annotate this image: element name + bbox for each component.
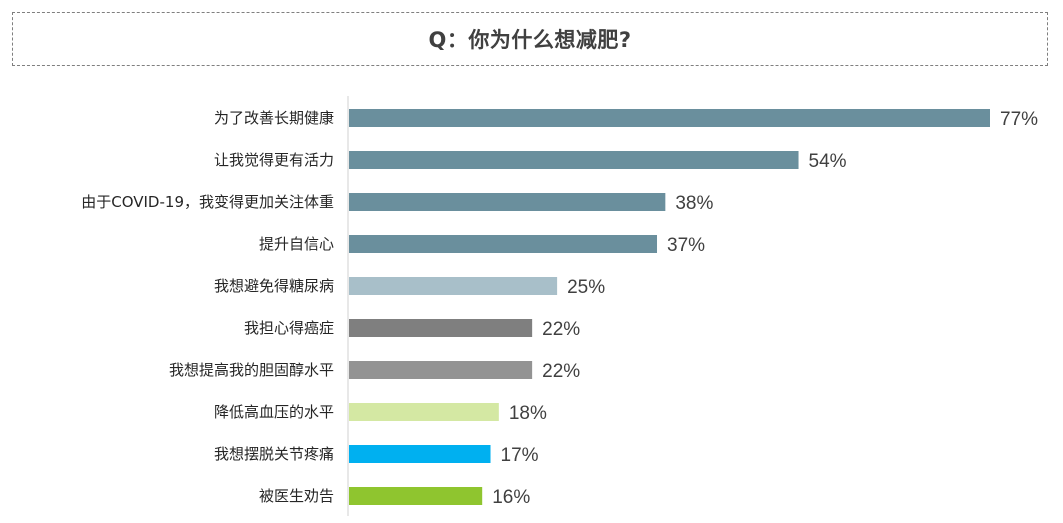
bar bbox=[349, 445, 491, 463]
category-label: 降低高血压的水平 bbox=[214, 403, 334, 421]
value-label: 18% bbox=[509, 403, 547, 424]
bar bbox=[349, 235, 658, 253]
category-label: 提升自信心 bbox=[259, 235, 334, 253]
bar bbox=[349, 151, 799, 169]
value-label: 77% bbox=[1000, 109, 1038, 130]
bar bbox=[349, 193, 666, 211]
category-label: 为了改善长期健康 bbox=[214, 109, 334, 127]
category-label: 我担心得癌症 bbox=[244, 319, 334, 337]
category-label: 让我觉得更有活力 bbox=[214, 151, 334, 169]
value-label: 25% bbox=[567, 277, 605, 298]
bar bbox=[349, 277, 558, 295]
bar bbox=[349, 361, 533, 379]
value-label: 54% bbox=[809, 151, 847, 172]
bar bbox=[349, 319, 533, 337]
chart-title-box: Q：你为什么想减肥? bbox=[12, 12, 1048, 66]
bar bbox=[349, 403, 499, 421]
category-label: 我想摆脱关节疼痛 bbox=[214, 445, 334, 463]
value-label: 22% bbox=[542, 361, 580, 382]
bar bbox=[349, 487, 483, 505]
value-label: 16% bbox=[492, 487, 530, 508]
chart-title: Q：你为什么想减肥? bbox=[428, 28, 632, 52]
value-label: 22% bbox=[542, 319, 580, 340]
category-label: 由于COVID-19，我变得更加关注体重 bbox=[81, 193, 334, 211]
value-label: 17% bbox=[501, 445, 539, 466]
bar bbox=[349, 109, 990, 127]
value-label: 38% bbox=[675, 193, 713, 214]
category-label: 被医生劝告 bbox=[259, 487, 334, 505]
category-label: 我想避免得糖尿病 bbox=[214, 277, 334, 295]
value-label: 37% bbox=[667, 235, 705, 256]
bars-layer: 为了改善长期健康 77% 让我觉得更有活力 54% 由于COVID-19，我变得更加关注… bbox=[81, 109, 1038, 508]
category-label: 我想提高我的胆固醇水平 bbox=[169, 361, 334, 379]
